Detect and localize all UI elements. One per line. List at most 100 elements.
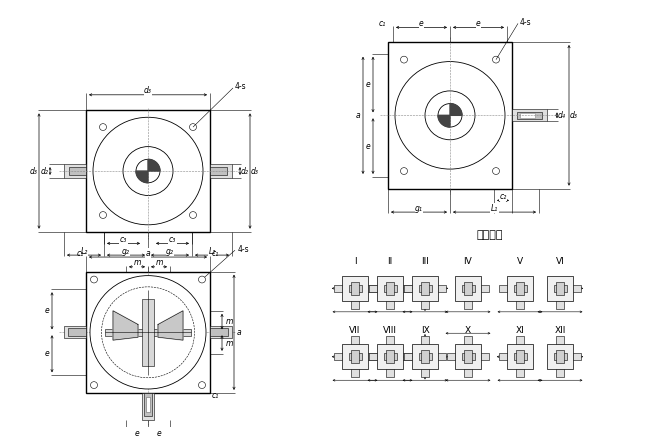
Circle shape — [400, 56, 408, 63]
Bar — [556, 301, 564, 309]
Polygon shape — [438, 115, 450, 127]
Bar — [352, 282, 359, 295]
Bar — [419, 353, 432, 360]
Bar — [419, 285, 432, 292]
Bar — [481, 353, 489, 360]
Bar — [573, 285, 581, 292]
Polygon shape — [450, 104, 462, 115]
Bar — [499, 353, 507, 360]
Bar — [368, 285, 376, 292]
Bar — [369, 353, 377, 360]
Text: m: m — [226, 317, 233, 326]
Bar — [348, 353, 361, 360]
Bar — [516, 301, 524, 309]
Text: d₃: d₃ — [144, 87, 152, 95]
Circle shape — [123, 146, 173, 195]
Circle shape — [425, 91, 475, 140]
Bar — [520, 113, 535, 118]
Bar — [516, 350, 524, 363]
Text: c₁: c₁ — [212, 249, 219, 258]
Bar — [352, 301, 359, 309]
Bar — [386, 301, 394, 309]
Text: 4-s: 4-s — [520, 18, 532, 27]
Text: IV: IV — [463, 257, 473, 267]
Bar — [556, 350, 564, 363]
Bar — [512, 109, 547, 121]
Text: e: e — [157, 430, 161, 437]
Bar — [464, 350, 472, 363]
Text: e: e — [365, 142, 370, 151]
Text: L₂: L₂ — [81, 246, 88, 256]
Text: I: I — [354, 257, 356, 267]
Bar — [368, 353, 376, 360]
Bar — [517, 112, 542, 119]
Bar — [421, 282, 428, 295]
Text: a: a — [237, 328, 241, 337]
Text: 4-s: 4-s — [238, 245, 250, 254]
Circle shape — [99, 124, 107, 131]
Text: c₁: c₁ — [77, 249, 84, 258]
Bar — [210, 328, 228, 336]
Bar — [64, 326, 86, 338]
Text: d₂: d₂ — [241, 166, 249, 176]
Bar — [86, 272, 210, 393]
Circle shape — [190, 124, 196, 131]
Bar — [573, 353, 581, 360]
Bar — [105, 329, 191, 336]
Bar — [334, 285, 342, 292]
Text: XII: XII — [554, 326, 565, 335]
Bar — [421, 350, 428, 363]
Bar — [556, 336, 564, 344]
Bar — [64, 164, 86, 178]
Text: d₄: d₄ — [558, 111, 566, 120]
Circle shape — [493, 168, 499, 174]
Text: 4-s: 4-s — [235, 83, 246, 91]
Circle shape — [438, 104, 462, 127]
Bar — [421, 369, 428, 377]
Bar — [516, 282, 524, 295]
Polygon shape — [113, 311, 138, 340]
Text: V: V — [517, 257, 523, 267]
Bar — [142, 393, 154, 420]
Bar — [464, 282, 472, 295]
Text: m: m — [226, 339, 233, 347]
Bar — [384, 285, 396, 292]
Bar — [210, 326, 232, 338]
Bar — [481, 285, 489, 292]
Text: L₁: L₁ — [491, 204, 498, 213]
Circle shape — [395, 62, 505, 169]
Bar — [412, 276, 438, 301]
Bar — [556, 369, 564, 377]
Text: g₁: g₁ — [415, 204, 423, 213]
Polygon shape — [136, 171, 148, 183]
Text: e: e — [365, 80, 370, 89]
Text: e: e — [45, 349, 49, 358]
Text: d₂: d₂ — [41, 166, 49, 176]
Bar — [547, 344, 573, 369]
Text: L₂: L₂ — [209, 246, 216, 256]
Text: III: III — [421, 257, 429, 267]
Bar — [352, 350, 359, 363]
Bar — [462, 353, 474, 360]
Bar — [142, 299, 154, 366]
Bar — [352, 369, 359, 377]
Circle shape — [136, 160, 160, 183]
Text: e: e — [476, 19, 481, 28]
Text: VII: VII — [349, 326, 361, 335]
Bar — [386, 282, 394, 295]
Bar — [516, 369, 524, 377]
Bar — [403, 353, 411, 360]
Text: g₂: g₂ — [166, 246, 174, 256]
Circle shape — [493, 56, 499, 63]
Bar — [554, 285, 567, 292]
Bar — [404, 285, 412, 292]
Bar — [464, 301, 472, 309]
Bar — [342, 344, 368, 369]
Text: II: II — [387, 257, 393, 267]
Bar — [404, 353, 412, 360]
Text: c₃: c₃ — [120, 235, 127, 244]
Bar — [403, 285, 411, 292]
Bar — [210, 166, 227, 175]
Text: d₃: d₃ — [570, 111, 578, 120]
Bar — [464, 336, 472, 344]
